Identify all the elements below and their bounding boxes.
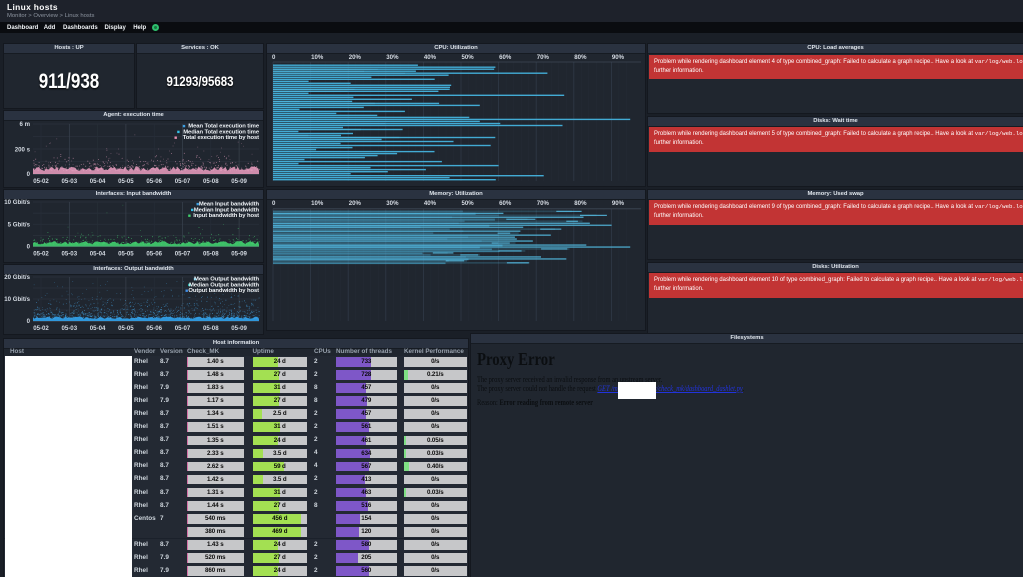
svg-text:05-07: 05-07	[175, 325, 191, 332]
svg-text:05-02: 05-02	[33, 178, 49, 185]
svg-text:05-03: 05-03	[62, 251, 78, 258]
svg-text:05-04: 05-04	[90, 178, 106, 185]
svg-text:Median Input bandwidth: Median Input bandwidth	[194, 207, 260, 213]
svg-text:200 s: 200 s	[15, 147, 31, 154]
svg-text:05-05: 05-05	[118, 251, 134, 258]
svg-text:05-07: 05-07	[175, 178, 191, 185]
svg-text:05-08: 05-08	[203, 325, 219, 332]
svg-text:0: 0	[27, 171, 31, 178]
svg-text:80%: 80%	[574, 200, 587, 207]
svg-text:80%: 80%	[574, 54, 587, 61]
svg-text:90%: 90%	[612, 200, 625, 207]
svg-text:Median Total execution time: Median Total execution time	[183, 129, 260, 135]
svg-text:05-03: 05-03	[62, 325, 78, 332]
svg-text:05-08: 05-08	[203, 251, 219, 258]
svg-text:05-06: 05-06	[146, 325, 162, 332]
svg-text:50%: 50%	[462, 200, 475, 207]
svg-text:05-07: 05-07	[175, 251, 191, 258]
svg-text:10%: 10%	[311, 54, 324, 61]
svg-text:05-04: 05-04	[90, 251, 106, 258]
svg-text:Mean Input bandwidth: Mean Input bandwidth	[199, 202, 260, 208]
svg-text:05-08: 05-08	[203, 178, 219, 185]
svg-text:05-05: 05-05	[118, 325, 134, 332]
svg-text:10 Gbit/s: 10 Gbit/s	[4, 199, 30, 206]
svg-text:40%: 40%	[424, 54, 437, 61]
svg-text:0: 0	[27, 318, 31, 325]
svg-text:05-02: 05-02	[33, 251, 49, 258]
svg-text:05-03: 05-03	[62, 178, 78, 185]
svg-text:05-09: 05-09	[231, 178, 247, 185]
svg-text:60%: 60%	[499, 200, 512, 207]
svg-text:0: 0	[27, 244, 31, 251]
svg-text:05-06: 05-06	[146, 178, 162, 185]
svg-text:60%: 60%	[499, 54, 512, 61]
svg-text:05-09: 05-09	[231, 251, 247, 258]
svg-text:Median Output bandwidth: Median Output bandwidth	[189, 282, 260, 288]
svg-text:0: 0	[272, 200, 276, 207]
svg-text:Mean Output bandwidth: Mean Output bandwidth	[194, 276, 259, 282]
svg-text:6 m: 6 m	[19, 121, 30, 128]
svg-text:05-06: 05-06	[146, 251, 162, 258]
svg-text:10 Gbit/s: 10 Gbit/s	[4, 296, 30, 303]
svg-text:05-05: 05-05	[118, 178, 134, 185]
svg-text:Mean Total execution time: Mean Total execution time	[188, 124, 260, 130]
svg-text:05-04: 05-04	[90, 325, 106, 332]
svg-text:70%: 70%	[537, 200, 550, 207]
svg-text:5 Gbit/s: 5 Gbit/s	[8, 221, 31, 228]
svg-text:50%: 50%	[462, 54, 475, 61]
svg-text:30%: 30%	[386, 54, 399, 61]
svg-text:20 Gbit/s: 20 Gbit/s	[4, 274, 30, 281]
svg-text:30%: 30%	[386, 200, 399, 207]
svg-text:90%: 90%	[612, 54, 625, 61]
svg-text:Output bandwidth by host: Output bandwidth by host	[188, 288, 259, 294]
svg-text:0: 0	[272, 54, 276, 61]
svg-text:Total execution time by host: Total execution time by host	[183, 135, 259, 141]
svg-text:Input bandwidth by host: Input bandwidth by host	[193, 213, 259, 219]
svg-text:70%: 70%	[537, 54, 550, 61]
svg-text:20%: 20%	[349, 54, 362, 61]
svg-text:05-09: 05-09	[231, 325, 247, 332]
svg-text:05-02: 05-02	[33, 325, 49, 332]
svg-text:40%: 40%	[424, 200, 437, 207]
svg-text:10%: 10%	[311, 200, 324, 207]
svg-text:20%: 20%	[349, 200, 362, 207]
